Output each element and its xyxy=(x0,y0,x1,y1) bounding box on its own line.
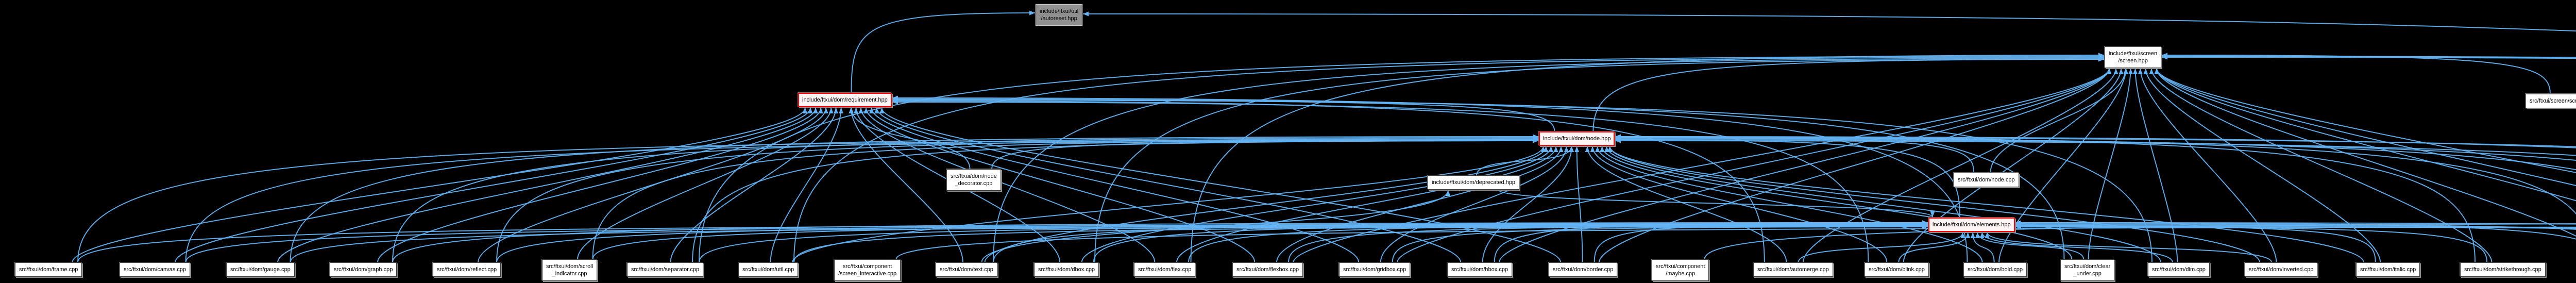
graph-node-elements[interactable]: include/ftxui/dom/elements.hpp xyxy=(1928,218,2015,232)
graph-node-reflect[interactable]: src/ftxui/dom/reflect.cpp xyxy=(433,262,501,277)
graph-node-graph[interactable]: src/ftxui/dom/graph.cpp xyxy=(330,262,397,277)
graph-node-node_hpp[interactable]: include/ftxui/dom/node.hpp xyxy=(1539,131,1615,146)
graph-node-bold[interactable]: src/ftxui/dom/bold.cpp xyxy=(1963,262,2027,277)
graph-node-hbox[interactable]: src/ftxui/dom/hbox.cpp xyxy=(1447,262,1513,277)
graph-node-flexbox[interactable]: src/ftxui/dom/flexbox.cpp xyxy=(1232,262,1303,277)
graph-node-blink[interactable]: src/ftxui/dom/blink.cpp xyxy=(1865,262,1929,277)
graph-node-scrollind[interactable]: src/ftxui/dom/scroll _indicator.cpp xyxy=(542,259,598,281)
graph-node-text[interactable]: src/ftxui/dom/text.cpp xyxy=(936,262,997,277)
graph-node-autoreset[interactable]: include/ftxui/util /autoreset.hpp xyxy=(1036,4,1083,26)
graph-node-separator[interactable]: src/ftxui/dom/separator.cpp xyxy=(627,262,704,277)
graph-node-gridbox[interactable]: src/ftxui/dom/gridbox.cpp xyxy=(1339,262,1411,277)
graph-node-strike[interactable]: src/ftxui/dom/strikethrough.cpp xyxy=(2460,262,2546,277)
graph-node-automerge[interactable]: src/ftxui/dom/automerge.cpp xyxy=(1753,262,1833,277)
graph-node-flex[interactable]: src/ftxui/dom/flex.cpp xyxy=(1134,262,1196,277)
graph-node-inverted[interactable]: src/ftxui/dom/inverted.cpp xyxy=(2245,262,2318,277)
graph-node-util[interactable]: src/ftxui/dom/util.cpp xyxy=(738,262,799,277)
graph-node-sicpp[interactable]: src/ftxui/component /screen_interactive.… xyxy=(834,259,901,281)
graph-node-node_decorator[interactable]: src/ftxui/dom/node _decorator.cpp xyxy=(946,169,1001,191)
graph-node-screen_cpp[interactable]: src/ftxui/screen/screen.cpp xyxy=(2526,94,2576,108)
graph-node-deprecated[interactable]: include/ftxui/dom/deprecated.hpp xyxy=(1428,175,1520,190)
graph-node-maybe[interactable]: src/ftxui/component /maybe.cpp xyxy=(1652,259,1709,281)
graph-node-frame[interactable]: src/ftxui/dom/frame.cpp xyxy=(15,262,82,277)
graph-node-italic[interactable]: src/ftxui/dom/italic.cpp xyxy=(2356,262,2420,277)
graph-node-dim[interactable]: src/ftxui/dom/dim.cpp xyxy=(2148,262,2210,277)
graph-node-node_cpp[interactable]: src/ftxui/dom/node.cpp xyxy=(1954,173,2019,187)
graph-node-border[interactable]: src/ftxui/dom/border.cpp xyxy=(1549,262,1618,277)
graph-node-clearunder[interactable]: src/ftxui/dom/clear _under.cpp xyxy=(2060,259,2115,281)
graph-node-gauge[interactable]: src/ftxui/dom/gauge.cpp xyxy=(226,262,295,277)
graph-node-dbox[interactable]: src/ftxui/dom/dbox.cpp xyxy=(1034,262,1099,277)
graph-node-screen_hpp[interactable]: include/ftxui/screen /screen.hpp xyxy=(2105,46,2162,68)
graph-node-requirement[interactable]: include/ftxui/dom/requirement.hpp xyxy=(798,93,892,107)
graph-node-canvas[interactable]: src/ftxui/dom/canvas.cpp xyxy=(120,262,191,277)
